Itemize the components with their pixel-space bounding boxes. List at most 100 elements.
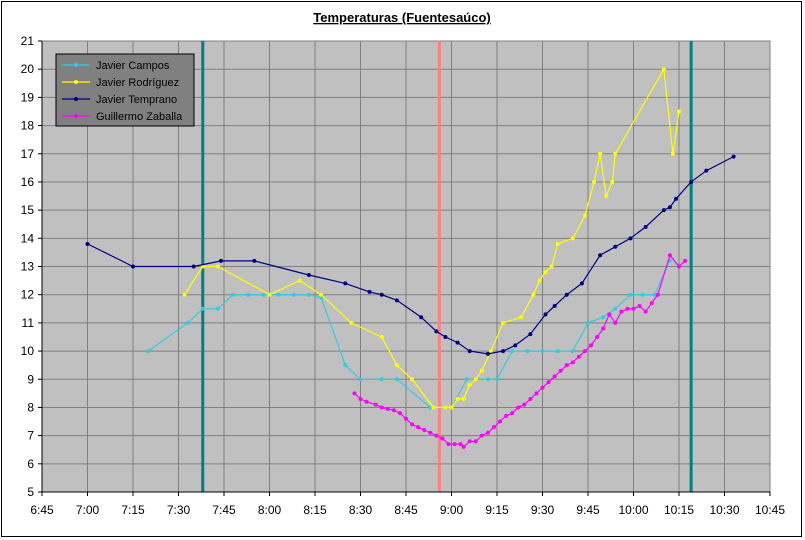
data-point — [649, 301, 654, 306]
x-tick-label: 8:15 — [303, 503, 327, 517]
y-tick-label: 21 — [21, 34, 35, 48]
data-point — [379, 405, 384, 410]
data-point — [452, 442, 457, 447]
data-point — [394, 363, 399, 368]
data-point — [379, 334, 384, 339]
data-point — [543, 312, 548, 317]
y-tick-label: 16 — [21, 175, 35, 189]
data-point — [246, 292, 251, 297]
x-tick-label: 9:00 — [440, 503, 464, 517]
series-javier-temprano — [85, 154, 736, 356]
data-point — [652, 292, 657, 297]
legend-label: Guillermo Zaballa — [96, 111, 183, 123]
data-point — [537, 278, 542, 283]
data-point — [673, 196, 678, 201]
data-point — [428, 405, 433, 410]
data-point — [501, 349, 506, 354]
x-tick-label: 7:45 — [212, 503, 236, 517]
data-point — [267, 292, 272, 297]
legend-marker — [74, 80, 78, 84]
data-point — [276, 292, 281, 297]
x-tick-label: 8:00 — [258, 503, 282, 517]
series-javier-rodriguez — [182, 67, 681, 410]
y-tick-label: 18 — [21, 119, 35, 133]
data-point — [640, 292, 645, 297]
data-point — [367, 289, 372, 294]
data-point — [319, 292, 324, 297]
x-tick-label: 9:15 — [485, 503, 509, 517]
data-point — [519, 315, 524, 320]
data-point — [467, 349, 472, 354]
data-point — [531, 292, 536, 297]
data-point — [555, 349, 560, 354]
data-point — [655, 292, 660, 297]
data-point — [410, 422, 415, 427]
data-point — [543, 270, 548, 275]
data-point — [434, 433, 439, 438]
y-tick-label: 8 — [27, 400, 34, 414]
data-point — [461, 396, 466, 401]
data-point — [598, 253, 603, 258]
data-point — [643, 309, 648, 314]
legend-label: Javier Temprano — [96, 94, 177, 106]
legend-marker — [74, 114, 78, 118]
data-point — [613, 151, 618, 156]
data-point — [306, 292, 311, 297]
x-tick-label: 10:30 — [709, 503, 739, 517]
data-point — [467, 439, 472, 444]
data-point — [404, 416, 408, 421]
data-point — [555, 241, 560, 246]
data-point — [343, 363, 348, 368]
data-point — [589, 343, 594, 348]
data-point — [582, 213, 587, 218]
x-tick-label: 10:15 — [664, 503, 694, 517]
data-point — [637, 303, 642, 308]
data-point — [464, 377, 469, 382]
data-point — [252, 258, 257, 263]
data-point — [628, 236, 633, 241]
data-point — [570, 236, 575, 241]
data-point — [604, 194, 609, 199]
data-point — [613, 306, 618, 311]
x-tick-label: 10:00 — [618, 503, 648, 517]
legend-marker — [74, 97, 78, 101]
data-point — [504, 413, 509, 418]
data-point — [467, 382, 472, 387]
data-point — [549, 264, 554, 269]
legend: Javier Campos Javier Rodríguez Javier Temp… — [55, 53, 195, 127]
data-point — [516, 405, 521, 410]
y-tick-label: 15 — [21, 203, 35, 217]
data-point — [570, 360, 575, 365]
data-point — [379, 377, 384, 382]
data-point — [586, 320, 590, 325]
data-point — [552, 303, 557, 308]
data-point — [677, 109, 681, 114]
data-point — [422, 427, 427, 432]
data-point — [428, 430, 433, 435]
data-point — [683, 258, 688, 263]
y-tick-label: 13 — [21, 260, 35, 274]
data-point — [613, 244, 618, 249]
y-tick-label: 7 — [27, 429, 34, 443]
series-guillermo-zaballa — [352, 253, 688, 449]
y-tick-label: 12 — [21, 288, 35, 302]
data-point — [343, 281, 348, 286]
data-point — [643, 225, 648, 230]
data-point — [576, 354, 581, 359]
data-point — [582, 349, 587, 354]
data-point — [491, 425, 496, 430]
data-point — [661, 67, 666, 72]
data-point — [358, 377, 363, 382]
data-point — [379, 292, 384, 297]
data-point — [528, 396, 533, 401]
data-point — [485, 351, 490, 356]
data-point — [455, 340, 460, 345]
chart-title: Temperaturas (Fuentesaúco) — [313, 10, 490, 25]
data-point — [215, 264, 220, 269]
data-point — [498, 419, 503, 424]
y-tick-label: 14 — [21, 231, 35, 245]
x-tick-label: 9:30 — [531, 503, 555, 517]
data-point — [416, 425, 421, 430]
data-point — [704, 168, 709, 173]
series-line — [184, 67, 680, 408]
